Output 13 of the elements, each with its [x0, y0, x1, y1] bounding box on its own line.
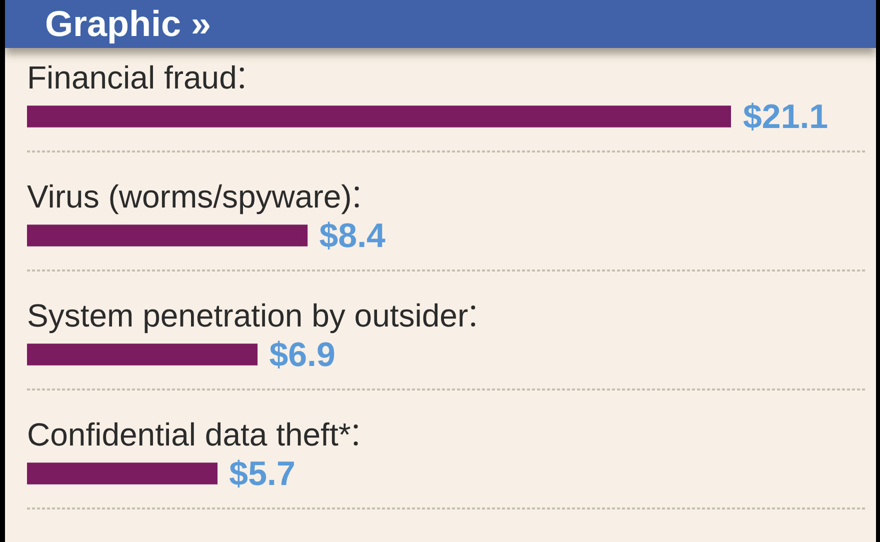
y-tick-label: Confidential data theft*	[27, 416, 351, 452]
bar	[27, 106, 731, 128]
data-label: $5.7	[229, 454, 296, 493]
y-tick-label: System penetration by outsider	[27, 298, 468, 334]
bar	[27, 344, 258, 366]
y-tick-label: Virus (worms/spyware)	[27, 178, 352, 214]
data-label: $21.1	[743, 98, 828, 136]
bar	[27, 462, 218, 484]
data-label: $6.9	[269, 336, 336, 374]
y-tick-label: Financial fraud	[27, 60, 237, 96]
bar	[27, 224, 308, 246]
data-label: $8.4	[319, 216, 386, 255]
chart-title: Graphic »	[5, 0, 876, 48]
